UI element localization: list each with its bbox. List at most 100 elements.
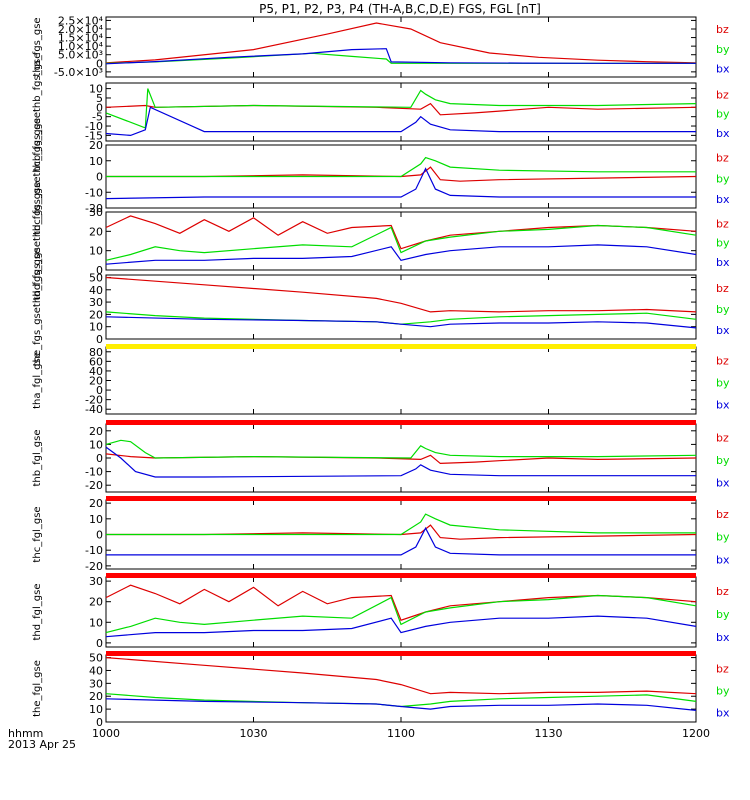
legend-bz: bz (716, 508, 729, 521)
y-tick-label: 10 (89, 513, 103, 526)
x-tick-label: 1000 (92, 727, 120, 740)
legend-bx: bx (716, 193, 730, 206)
legend-by: by (716, 377, 730, 390)
time-axis: 1000 1030 1100 1130 1200 (92, 727, 710, 740)
series-bz-line (105, 657, 697, 695)
panel-frame (105, 82, 697, 142)
y-tick-label: 30 (89, 296, 103, 309)
series-bx-line (105, 698, 697, 711)
legend-bx: bx (716, 256, 730, 269)
legend-bz: bz (716, 354, 729, 367)
legend-bz: bz (716, 218, 729, 231)
y-tick-label: 0 (96, 637, 103, 650)
panel-frame (105, 16, 697, 78)
series-bz-line (105, 276, 697, 313)
series-bx-line (106, 526, 696, 556)
series-bx-line (105, 316, 697, 329)
legend-bx: bx (716, 63, 730, 76)
y-tick-label: 0 (96, 384, 103, 397)
legend-bx: bx (716, 476, 730, 489)
panel-ylabel: thc_fgl_gse (32, 506, 43, 562)
panel-ylabel: thd_fgs_gsethd_fgs_gse (32, 182, 43, 301)
separator-bar (106, 651, 696, 656)
y-tick-label: 0 (96, 264, 103, 277)
legend-bz: bz (716, 432, 729, 445)
legend-bx: bx (716, 707, 730, 720)
separator-bar (106, 420, 696, 425)
legend-bx: bx (716, 553, 730, 566)
panel-frame (105, 576, 697, 648)
panel-frame (105, 211, 697, 271)
y-tick-label: 20 (89, 308, 103, 321)
panel-0: 2.5×10⁴2.0×10⁴1.5×10⁴1.0×10⁴5.0×10³0-5.0… (32, 14, 730, 78)
series-by-line (105, 693, 697, 708)
y-tick-label: -40 (85, 403, 103, 416)
legend-by: by (716, 237, 730, 250)
y-tick-label: 40 (89, 365, 103, 378)
legend-bz: bz (716, 662, 729, 675)
panel-7: 20 10 0 -10 -20 thc_fgl_gse bz by bx (32, 497, 730, 573)
y-tick-label: 5 (96, 92, 103, 105)
series-bz-line (105, 584, 697, 621)
y-tick-label: 0 (96, 452, 103, 465)
y-tick-label: 10 (89, 616, 103, 629)
x-tick-label: 1200 (682, 727, 710, 740)
y-tick-label: 0 (96, 333, 103, 346)
y-tick-label: 20 (89, 425, 103, 438)
y-tick-label: -20 (85, 202, 103, 215)
panel-8: 30 20 10 0 thd_fgl_gse bz by bx (32, 575, 730, 650)
separator-bar (106, 496, 696, 501)
series-by-line (105, 224, 697, 261)
y-tick-label: 0 (96, 171, 103, 184)
y-tick-label: 30 (89, 575, 103, 588)
y-tick-label: -5.0×10³ (54, 66, 103, 79)
y-tick-label: 40 (89, 284, 103, 297)
y-tick-label: 20 (89, 139, 103, 152)
series-bx-line (105, 446, 696, 478)
y-tick-label: 80 (89, 346, 103, 359)
y-tick-label: 0 (96, 101, 103, 114)
y-tick-label: -10 (85, 186, 103, 199)
y-tick-label: 1.5×10⁴ (58, 32, 104, 45)
x-tick-label: 1100 (387, 727, 415, 740)
x-tick-label: 1130 (535, 727, 563, 740)
time-unit-label: hhmm (8, 727, 43, 740)
panel-ylabel: thc_fgs_gsethc_fgs_gse (32, 118, 43, 235)
y-tick-label: 20 (89, 596, 103, 609)
legend-bz: bz (716, 585, 729, 598)
panel-ylabel: thb_fgl_gse (32, 430, 43, 487)
legend-bx: bx (716, 631, 730, 644)
legend-bx: bx (716, 127, 730, 140)
series-bx-line (105, 48, 696, 65)
panels-group: 2.5×10⁴2.0×10⁴1.5×10⁴1.0×10⁴5.0×10³0-5.0… (32, 14, 730, 729)
series-bz-line (105, 215, 697, 250)
legend-by: by (716, 108, 730, 121)
y-tick-label: 50 (89, 271, 103, 284)
series-by-line (105, 594, 697, 634)
y-tick-label: 10 (89, 155, 103, 168)
panel-ylabel: thd_fgl_gse (32, 584, 43, 641)
y-tick-label: 10 (89, 245, 103, 258)
y-tick-label: 0 (96, 529, 103, 542)
y-tick-label: 20 (89, 375, 103, 388)
y-tick-label: 40 (89, 664, 103, 677)
series-bz-line (106, 524, 697, 540)
y-tick-label: 2.0×10⁴ (58, 23, 104, 36)
date-label: 2013 Apr 25 (8, 738, 76, 751)
legend-by: by (716, 608, 730, 621)
panel-ylabel: tha_fgs_gse (32, 17, 43, 76)
legend-by: by (716, 531, 730, 544)
y-tick-label: 1.0×10⁴ (58, 40, 104, 53)
y-tick-label: 60 (89, 355, 103, 368)
legend-by: by (716, 303, 730, 316)
series-bx-line (105, 615, 697, 638)
y-tick-label: 20 (89, 497, 103, 510)
series-by-line (106, 513, 696, 536)
